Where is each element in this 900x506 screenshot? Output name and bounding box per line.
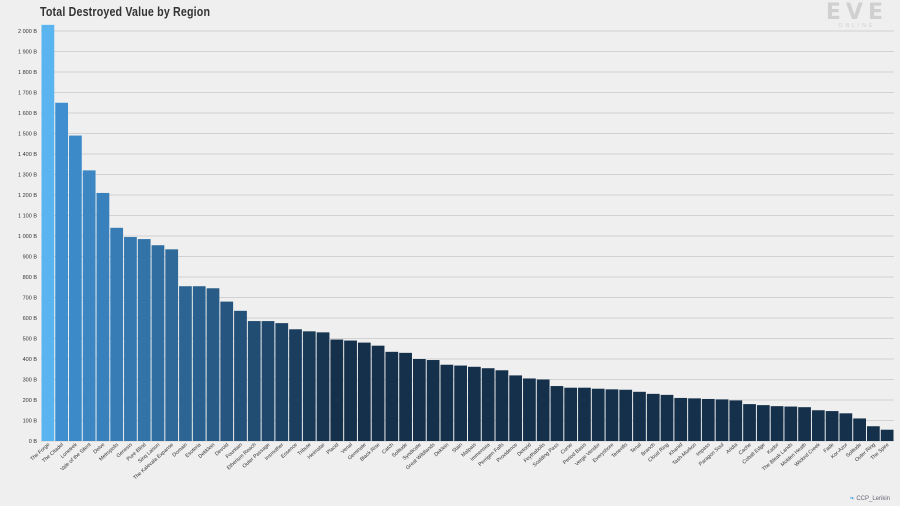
y-tick-label: 300 B [23, 378, 38, 384]
bar [165, 249, 179, 441]
bar [825, 411, 839, 441]
bar [839, 413, 853, 441]
bar [55, 102, 69, 441]
bar [509, 375, 523, 441]
y-tick-label: 1 100 B [18, 214, 37, 220]
y-tick-label: 700 B [23, 296, 38, 302]
bar [454, 365, 467, 441]
bar [578, 387, 591, 441]
bar [770, 406, 784, 441]
y-tick-label: 1 200 B [18, 193, 37, 199]
y-tick-label: 600 B [23, 316, 38, 322]
bar [426, 360, 440, 441]
bar [344, 340, 357, 441]
bar [234, 310, 247, 441]
bar [440, 364, 454, 441]
twitter-bird-icon: ❧ [849, 496, 855, 502]
bar [523, 378, 536, 441]
bar [674, 397, 688, 441]
x-tick-label: Placid [326, 442, 341, 456]
bar [316, 332, 330, 441]
x-tick-label: Deklein [433, 442, 450, 458]
y-tick-label: 1 500 B [18, 132, 37, 138]
bar [302, 331, 316, 441]
y-tick-label: 1 600 B [18, 111, 37, 117]
y-tick-label: 0 B [29, 439, 38, 445]
bar [798, 407, 811, 441]
bar [853, 418, 866, 441]
x-tick-label: Aridia [725, 442, 739, 455]
y-tick-label: 1 800 B [18, 70, 37, 76]
bar [619, 389, 633, 441]
bar [385, 351, 399, 441]
bar [536, 379, 550, 441]
y-tick-label: 800 B [23, 275, 38, 281]
y-tick-label: 100 B [23, 419, 38, 425]
bar [179, 286, 192, 441]
bar [880, 429, 894, 441]
y-tick-label: 400 B [23, 357, 38, 363]
bar [495, 370, 509, 441]
bar [330, 339, 344, 441]
y-tick-label: 1 700 B [18, 91, 37, 97]
bar [399, 352, 412, 441]
bar [605, 389, 619, 441]
bar [206, 288, 220, 441]
bar [261, 321, 275, 441]
eve-online-logo: EVE ONLINE [825, 0, 888, 30]
bar [811, 410, 825, 441]
chart-title: Total Destroyed Value by Region [40, 4, 211, 19]
bar [729, 400, 743, 441]
bar [41, 24, 55, 441]
x-tick-label: Tenerifis [611, 442, 630, 460]
bar [660, 394, 674, 441]
bar [481, 368, 495, 441]
y-tick-label: 1 300 B [18, 173, 37, 179]
credit-handle: CCP_Lerikin [856, 496, 890, 502]
author-credit: ❧ CCP_Lerikin [850, 495, 890, 502]
bar [715, 399, 729, 441]
bar [69, 135, 82, 442]
bar [82, 170, 96, 441]
bar [633, 391, 646, 441]
bar [701, 398, 715, 441]
y-tick-label: 900 B [23, 255, 38, 261]
bar [192, 286, 206, 441]
bar [247, 321, 261, 441]
bar [591, 388, 605, 441]
y-tick-label: 500 B [23, 337, 38, 343]
bar [357, 342, 371, 441]
bar [151, 245, 165, 441]
y-tick-label: 1 900 B [18, 50, 37, 56]
bar [550, 386, 564, 441]
bar [137, 239, 151, 441]
bar [688, 398, 701, 441]
logo-sub-text: ONLINE [838, 23, 876, 29]
bar [646, 393, 660, 441]
bar [564, 387, 578, 441]
bar [866, 426, 880, 441]
bar [110, 227, 124, 441]
y-tick-label: 2 000 B [18, 29, 37, 35]
bar [96, 192, 110, 441]
y-tick-label: 200 B [23, 398, 38, 404]
bar [468, 366, 481, 441]
bar [743, 404, 756, 441]
bar [124, 237, 137, 441]
y-tick-label: 1 400 B [18, 152, 37, 158]
bar [289, 329, 302, 441]
bar [371, 345, 385, 441]
bar [756, 405, 770, 441]
y-tick-label: 1 000 B [18, 234, 37, 240]
bar [220, 301, 234, 441]
bar [412, 359, 426, 441]
bar [784, 406, 798, 441]
bar [275, 323, 289, 441]
logo-main-text: EVE [825, 0, 888, 25]
